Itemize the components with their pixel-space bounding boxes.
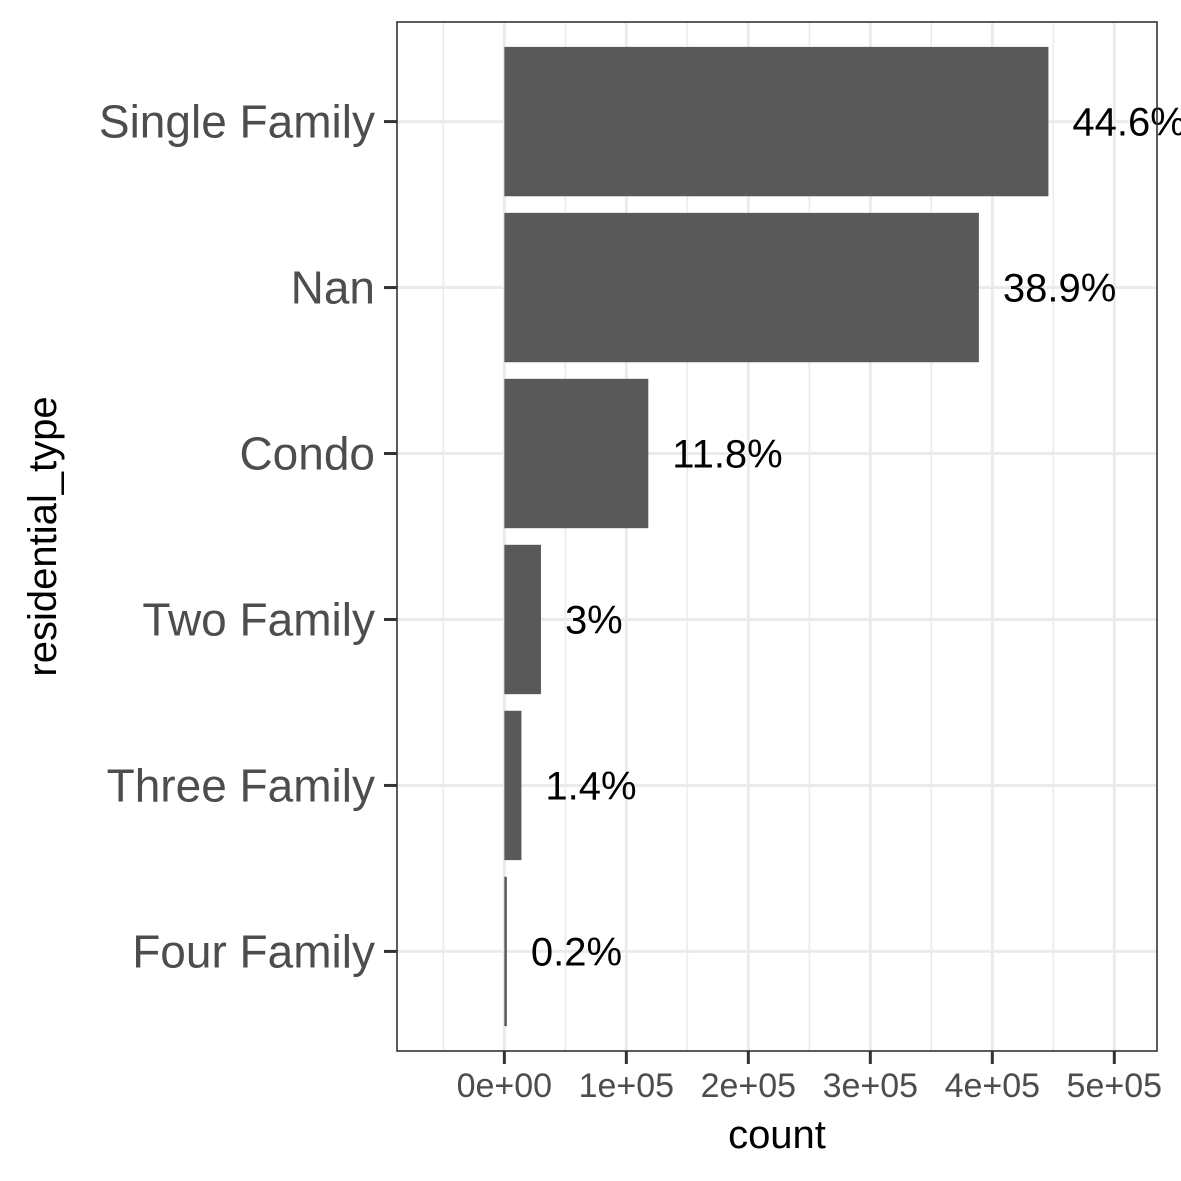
- x-axis: 0e+00 1e+05 2e+05 3e+05 4e+05 5e+05: [457, 1051, 1162, 1105]
- bar-value-label: 1.4%: [545, 764, 636, 808]
- bar: [504, 378, 649, 529]
- y-tick-label: Three Family: [107, 759, 375, 811]
- bar-value-label: 38.9%: [1003, 267, 1116, 311]
- y-tick-label: Nan: [291, 262, 375, 314]
- bar: [504, 46, 1049, 197]
- y-tick-label: Single Family: [99, 96, 375, 148]
- bar: [504, 876, 507, 1027]
- y-tick-label: Condo: [239, 428, 375, 480]
- y-tick-label: Four Family: [132, 925, 375, 977]
- bar: [504, 544, 541, 695]
- bar-value-label: 11.8%: [672, 433, 782, 477]
- y-tick-label: Two Family: [142, 593, 375, 645]
- x-tick-label: 1e+05: [579, 1067, 675, 1105]
- bar: [504, 710, 522, 861]
- x-axis-title: count: [728, 1113, 826, 1157]
- bar-value-label: 0.2%: [531, 930, 622, 974]
- y-axis-title: residential_type: [21, 396, 65, 676]
- bar-labels: 44.6% 38.9% 11.8% 3% 1.4% 0.2%: [531, 101, 1181, 975]
- x-tick-label: 4e+05: [945, 1067, 1041, 1105]
- bars: [504, 46, 1049, 1027]
- x-tick-label: 2e+05: [701, 1067, 797, 1105]
- panel-border: [396, 21, 1158, 1052]
- bar-value-label: 44.6%: [1072, 101, 1181, 145]
- bar-value-label: 3%: [565, 598, 623, 642]
- bar: [504, 212, 979, 363]
- x-tick-label: 0e+00: [457, 1067, 553, 1105]
- y-axis: Single Family Nan Condo Two Family Three Fam…: [99, 96, 397, 977]
- x-tick-label: 3e+05: [823, 1067, 919, 1105]
- x-tick-label: 5e+05: [1067, 1067, 1163, 1105]
